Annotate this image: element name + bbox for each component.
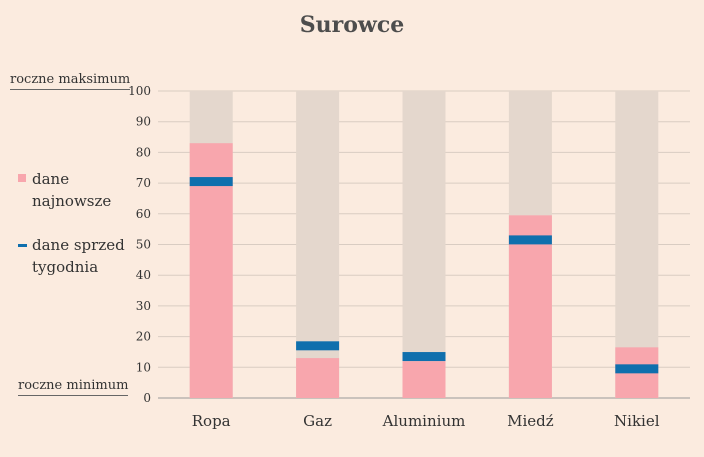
annual-max-label: roczne maksimum (10, 72, 131, 90)
marker-week-ago (189, 177, 233, 187)
marker-week-ago (615, 364, 659, 374)
y-tick-label: 20 (136, 330, 151, 344)
x-tick-label: Aluminium (382, 412, 466, 430)
y-tick-label: 60 (136, 207, 151, 221)
marker-week-ago (508, 235, 552, 245)
y-tick-label: 40 (136, 268, 151, 282)
range-bar (615, 91, 659, 398)
x-tick-label: Gaz (303, 412, 332, 430)
marker-week-ago (402, 352, 446, 362)
bar-latest (296, 358, 340, 398)
x-tick-label: Ropa (192, 412, 231, 430)
y-tick-label: 0 (143, 391, 151, 405)
x-tick-label: Nikiel (614, 412, 660, 430)
y-tick-label: 30 (136, 299, 151, 313)
legend-label-week-ago: dane sprzed tygodnia (32, 236, 125, 276)
legend-swatch-latest (18, 174, 26, 182)
annual-min-label: roczne minimum (18, 378, 129, 396)
legend: dane najnowsze dane sprzed tygodnia (18, 168, 142, 278)
bar-latest (402, 361, 446, 398)
legend-item-week-ago: dane sprzed tygodnia (18, 234, 142, 278)
range-bar (402, 91, 446, 398)
bar-latest (508, 215, 552, 398)
legend-item-latest: dane najnowsze (18, 168, 142, 212)
x-tick-label: Miedź (507, 412, 554, 430)
marker-week-ago (296, 341, 340, 351)
range-bar (296, 91, 340, 398)
y-tick-label: 80 (136, 145, 151, 159)
y-tick-label: 50 (136, 238, 151, 252)
chart-title: Surowce (299, 12, 405, 38)
y-tick-label: 10 (136, 360, 151, 374)
legend-swatch-week-ago (18, 244, 27, 247)
legend-label-latest: dane najnowsze (32, 170, 112, 210)
y-tick-label: 70 (136, 176, 151, 190)
y-tick-label: 100 (128, 84, 151, 98)
y-tick-label: 90 (136, 115, 151, 129)
